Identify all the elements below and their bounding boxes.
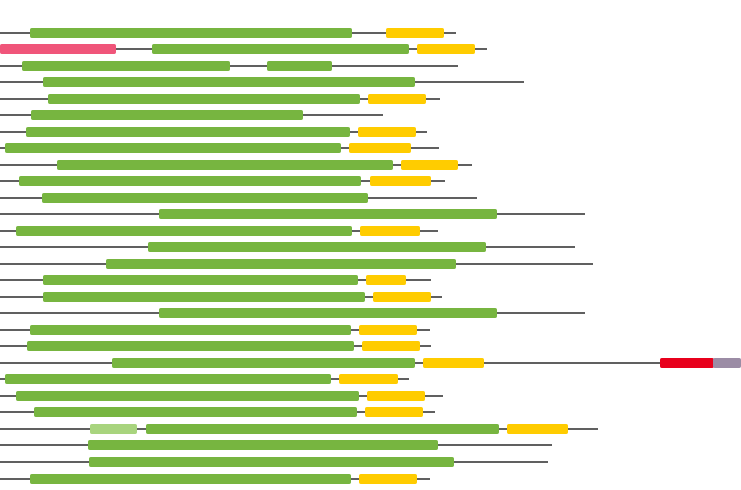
protein-domain — [360, 226, 420, 236]
protein-domain — [267, 61, 332, 71]
protein-domain — [366, 275, 406, 285]
protein-domain — [362, 341, 420, 351]
protein-domain — [90, 424, 137, 434]
protein-domain — [367, 391, 425, 401]
protein-domain — [713, 358, 741, 368]
protein-domain — [152, 44, 409, 54]
protein-domain — [43, 275, 358, 285]
protein-domain — [423, 358, 484, 368]
protein-domain — [42, 193, 368, 203]
protein-domain — [507, 424, 568, 434]
protein-domain — [30, 474, 351, 484]
protein-domain — [339, 374, 398, 384]
protein-domain — [22, 61, 230, 71]
protein-domain — [148, 242, 486, 252]
protein-domain — [43, 292, 365, 302]
protein-domain — [48, 94, 360, 104]
protein-domain — [43, 77, 415, 87]
protein-domain — [30, 28, 352, 38]
protein-domain — [359, 474, 417, 484]
protein-domain — [358, 127, 416, 137]
protein-domain — [370, 176, 431, 186]
protein-domain — [417, 44, 475, 54]
protein-domain — [0, 44, 116, 54]
protein-domain — [27, 341, 354, 351]
protein-domain — [159, 308, 497, 318]
protein-domain — [368, 94, 426, 104]
protein-domain — [5, 143, 341, 153]
protein-domain — [16, 391, 359, 401]
protein-domain — [349, 143, 411, 153]
protein-domain — [26, 127, 350, 137]
protein-domain — [30, 325, 351, 335]
protein-domain — [19, 176, 361, 186]
protein-domain — [16, 226, 352, 236]
protein-domain — [401, 160, 458, 170]
protein-domain — [373, 292, 431, 302]
protein-domain — [112, 358, 415, 368]
protein-domain — [146, 424, 499, 434]
protein-domain — [365, 407, 423, 417]
protein-domain — [88, 440, 438, 450]
protein-domain — [5, 374, 331, 384]
protein-domain — [159, 209, 497, 219]
protein-domain — [106, 259, 456, 269]
protein-domain — [31, 110, 303, 120]
protein-domain — [660, 358, 714, 368]
protein-domain — [386, 28, 444, 38]
protein-domain — [34, 407, 357, 417]
protein-domain — [57, 160, 393, 170]
protein-domain — [359, 325, 417, 335]
protein-domain — [89, 457, 454, 467]
